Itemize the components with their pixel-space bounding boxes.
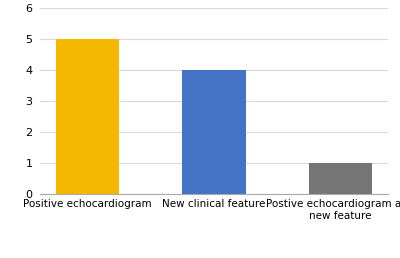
Bar bbox=[182, 70, 246, 194]
Bar bbox=[309, 163, 372, 194]
Bar bbox=[56, 39, 119, 193]
